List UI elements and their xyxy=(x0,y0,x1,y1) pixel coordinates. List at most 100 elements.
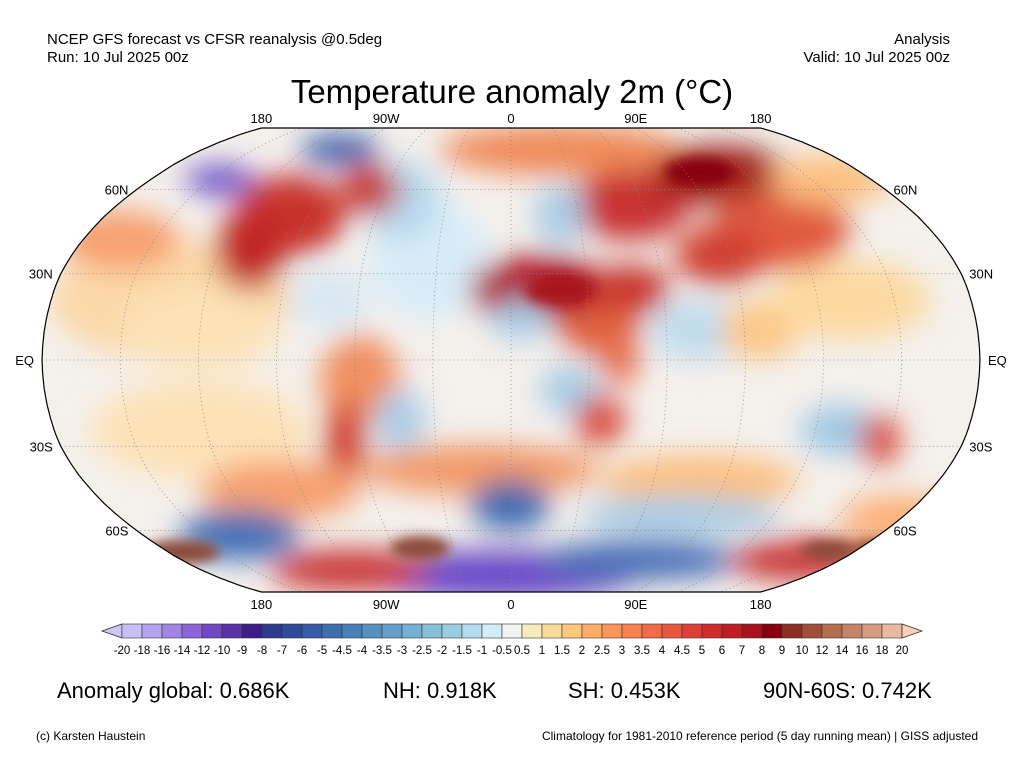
colorbar-swatch xyxy=(621,623,643,639)
right-lat-label: 60S xyxy=(894,523,917,538)
top-lon-label: 90W xyxy=(373,111,400,126)
colorbar-swatch xyxy=(381,623,403,639)
colorbar-swatch xyxy=(641,623,663,639)
analysis-label: Analysis xyxy=(894,31,950,48)
colorbar-tick-label: 4 xyxy=(659,645,666,657)
colorbar-swatch xyxy=(301,623,323,639)
colorbar-tick-label: 2 xyxy=(579,645,585,657)
anomaly-region xyxy=(185,165,255,195)
stat-sh: SH: 0.453K xyxy=(568,678,681,703)
right-lat-label: 30N xyxy=(969,267,993,282)
colorbar-tick-label: 12 xyxy=(816,645,829,657)
colorbar-swatch xyxy=(161,623,183,639)
colorbar-swatch xyxy=(681,623,703,639)
colorbar-swatch xyxy=(281,623,303,639)
map-border xyxy=(41,127,981,593)
top-lon-label: 180 xyxy=(750,111,772,126)
colorbar-swatch xyxy=(661,623,683,639)
colorbar-swatch xyxy=(501,623,523,639)
right-lat-label: 30S xyxy=(969,439,992,454)
colorbar-swatch xyxy=(881,623,903,639)
anomaly-region xyxy=(375,390,425,450)
anomaly-region xyxy=(650,300,750,360)
colorbar-tick-label: -8 xyxy=(257,645,267,657)
colorbar-tick-label: -0.5 xyxy=(492,645,512,657)
anomaly-region xyxy=(300,135,380,165)
colorbar-swatch xyxy=(861,623,883,639)
colorbar-tick-label: 3.5 xyxy=(634,645,650,657)
colorbar-swatch xyxy=(721,623,743,639)
colorbar-tick-label: 7 xyxy=(739,645,745,657)
anomaly-region xyxy=(675,225,765,285)
colorbar-tick-label: 8 xyxy=(759,645,765,657)
anomaly-region xyxy=(575,395,625,445)
colorbar-swatch xyxy=(541,623,563,639)
colorbar-swatch xyxy=(741,623,763,639)
colorbar-tick-label: 2.5 xyxy=(594,645,610,657)
anomaly-region xyxy=(535,185,585,245)
colorbar-swatch xyxy=(221,623,243,639)
anomaly-region xyxy=(800,540,860,560)
bottom-lon-label: 180 xyxy=(750,597,772,612)
colorbar-tick-label: 10 xyxy=(796,645,809,657)
bottom-lon-label: 0 xyxy=(507,597,514,612)
anomaly-region xyxy=(470,480,550,530)
anomaly-region xyxy=(600,335,640,385)
right-lat-label: EQ xyxy=(988,353,1007,368)
colorbar-swatch xyxy=(761,623,783,639)
anomaly-region xyxy=(325,400,365,480)
colorbar-swatch xyxy=(581,623,603,639)
colorbar: -20 -18 -16 -14 -12 -10 -9 -8 -7 -6 -5 -4.5 -4 -3.5 -3… xyxy=(100,623,924,657)
colorbar-tick-label: -18 xyxy=(134,645,151,657)
anomaly-region xyxy=(360,445,600,495)
colorbar-tick-label: -3.5 xyxy=(372,645,392,657)
colorbar-swatch xyxy=(321,623,343,639)
stat-nh: NH: 0.918K xyxy=(383,678,497,703)
valid-label: Valid: 10 Jul 2025 00z xyxy=(803,49,951,66)
longitude-line xyxy=(354,127,429,593)
colorbar-tick-label: -7 xyxy=(277,645,287,657)
colorbar-swatch xyxy=(201,623,223,639)
colorbar-tick-label: -10 xyxy=(214,645,231,657)
colorbar-over-arrow xyxy=(901,623,924,639)
colorbar-tick-label: 5 xyxy=(699,645,705,657)
source-label: NCEP GFS forecast vs CFSR reanalysis @0.… xyxy=(47,31,383,48)
colorbar-tick-label: -12 xyxy=(194,645,211,657)
colorbar-swatch xyxy=(801,623,823,639)
colorbar-tick-label: -3 xyxy=(397,645,407,657)
colorbar-tick-label: 0.5 xyxy=(514,645,530,657)
colorbar-swatch xyxy=(701,623,723,639)
anomaly-region xyxy=(770,260,930,340)
top-lon-label: 180 xyxy=(251,111,273,126)
run-label: Run: 10 Jul 2025 00z xyxy=(47,49,189,66)
anomaly-region xyxy=(525,275,595,305)
colorbar-tick-label: 6 xyxy=(719,645,725,657)
colorbar-swatch xyxy=(821,623,843,639)
colorbar-swatch xyxy=(241,623,263,639)
bottom-lon-label: 90W xyxy=(373,597,400,612)
colorbar-swatch xyxy=(561,623,583,639)
colorbar-tick-label: 1.5 xyxy=(554,645,570,657)
colorbar-tick-label: -4.5 xyxy=(332,645,352,657)
anomaly-region xyxy=(140,540,220,564)
stat-global: Anomaly global: 0.686K xyxy=(57,678,290,703)
colorbar-swatch xyxy=(841,623,863,639)
stat-90n-60s: 90N-60S: 0.742K xyxy=(763,678,932,703)
colorbar-swatch xyxy=(601,623,623,639)
temperature-anomaly-map: 180 180 90W 90W 0 0 90E 90E 180 180 60N 60N 30N 30N EQ… xyxy=(15,111,1007,657)
colorbar-swatch xyxy=(341,623,363,639)
colorbar-tick-label: -2 xyxy=(437,645,447,657)
colorbar-swatch xyxy=(121,623,143,639)
colorbar-tick-label: 16 xyxy=(856,645,869,657)
longitude-line xyxy=(593,127,668,593)
colorbar-tick-label: -2.5 xyxy=(412,645,432,657)
colorbar-tick-label: -20 xyxy=(114,645,131,657)
top-lon-label: 90E xyxy=(624,111,647,126)
longitude-line xyxy=(635,127,746,593)
colorbar-tick-label: -4 xyxy=(357,645,368,657)
anomaly-region xyxy=(580,495,780,535)
anomaly-region xyxy=(200,460,360,520)
colorbar-tick-label: 20 xyxy=(896,645,909,657)
colorbar-swatch xyxy=(781,623,803,639)
anomaly-region xyxy=(490,300,550,340)
